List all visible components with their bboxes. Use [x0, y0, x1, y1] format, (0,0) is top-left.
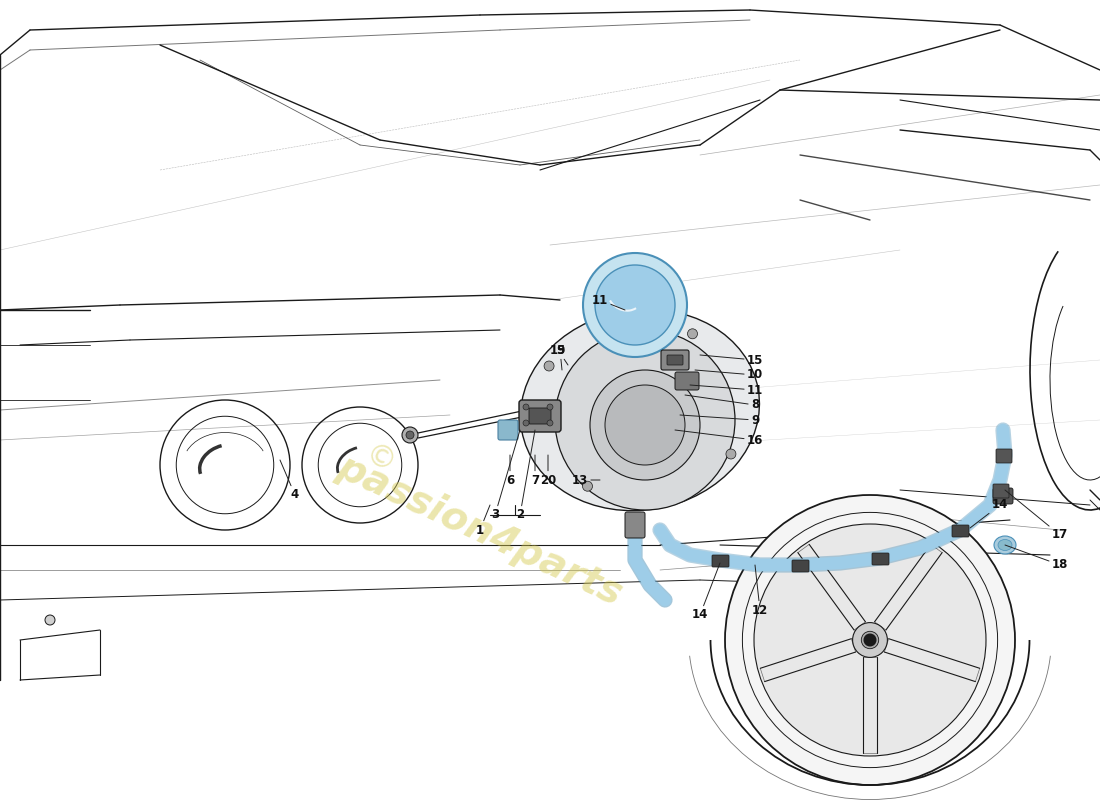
Text: 17: 17 — [1005, 490, 1068, 542]
Circle shape — [688, 329, 697, 338]
Text: 11: 11 — [690, 383, 763, 397]
Text: 8: 8 — [685, 395, 759, 411]
Text: 16: 16 — [675, 430, 763, 446]
Text: 18: 18 — [1005, 545, 1068, 571]
Text: 9: 9 — [680, 414, 759, 426]
Circle shape — [583, 482, 593, 491]
FancyBboxPatch shape — [792, 560, 808, 572]
Text: 4: 4 — [280, 460, 299, 502]
Circle shape — [522, 420, 529, 426]
FancyBboxPatch shape — [675, 372, 698, 390]
Text: 5: 5 — [556, 343, 564, 370]
Circle shape — [45, 615, 55, 625]
FancyBboxPatch shape — [996, 449, 1012, 463]
Circle shape — [402, 427, 418, 443]
FancyBboxPatch shape — [519, 400, 561, 432]
Circle shape — [725, 495, 1015, 785]
Circle shape — [556, 330, 735, 510]
Text: 10: 10 — [695, 369, 763, 382]
Text: 12: 12 — [752, 565, 768, 617]
Circle shape — [544, 361, 554, 371]
Text: 20: 20 — [540, 455, 557, 486]
Circle shape — [861, 631, 879, 649]
Text: 14: 14 — [692, 563, 720, 622]
Circle shape — [547, 420, 553, 426]
FancyBboxPatch shape — [872, 553, 889, 565]
Circle shape — [595, 265, 675, 345]
FancyBboxPatch shape — [667, 355, 683, 365]
Text: 15: 15 — [700, 354, 763, 366]
Ellipse shape — [998, 539, 1012, 550]
FancyBboxPatch shape — [661, 350, 689, 370]
Circle shape — [865, 634, 876, 646]
Text: 1: 1 — [476, 505, 490, 537]
Text: 2: 2 — [516, 430, 535, 522]
Circle shape — [583, 253, 688, 357]
FancyBboxPatch shape — [993, 484, 1009, 498]
FancyBboxPatch shape — [529, 408, 551, 424]
FancyBboxPatch shape — [625, 512, 645, 538]
Circle shape — [590, 370, 700, 480]
Circle shape — [726, 449, 736, 459]
Circle shape — [406, 431, 414, 439]
Text: 13: 13 — [572, 474, 600, 486]
FancyBboxPatch shape — [993, 488, 1013, 504]
Circle shape — [754, 524, 986, 756]
Circle shape — [605, 385, 685, 465]
Circle shape — [522, 404, 529, 410]
Text: 6: 6 — [506, 455, 514, 486]
Text: 7: 7 — [531, 455, 539, 486]
FancyBboxPatch shape — [952, 525, 969, 537]
Text: 19: 19 — [550, 343, 568, 365]
Text: 3: 3 — [491, 430, 520, 522]
Circle shape — [852, 622, 888, 658]
Text: 11: 11 — [592, 294, 625, 310]
FancyBboxPatch shape — [997, 450, 1009, 462]
Text: ©: © — [360, 441, 400, 479]
Ellipse shape — [520, 310, 759, 510]
FancyBboxPatch shape — [712, 555, 729, 567]
Circle shape — [547, 404, 553, 410]
FancyBboxPatch shape — [498, 420, 518, 440]
Text: 14: 14 — [970, 498, 1009, 528]
Ellipse shape — [994, 536, 1016, 554]
Text: passion4parts: passion4parts — [331, 447, 628, 613]
